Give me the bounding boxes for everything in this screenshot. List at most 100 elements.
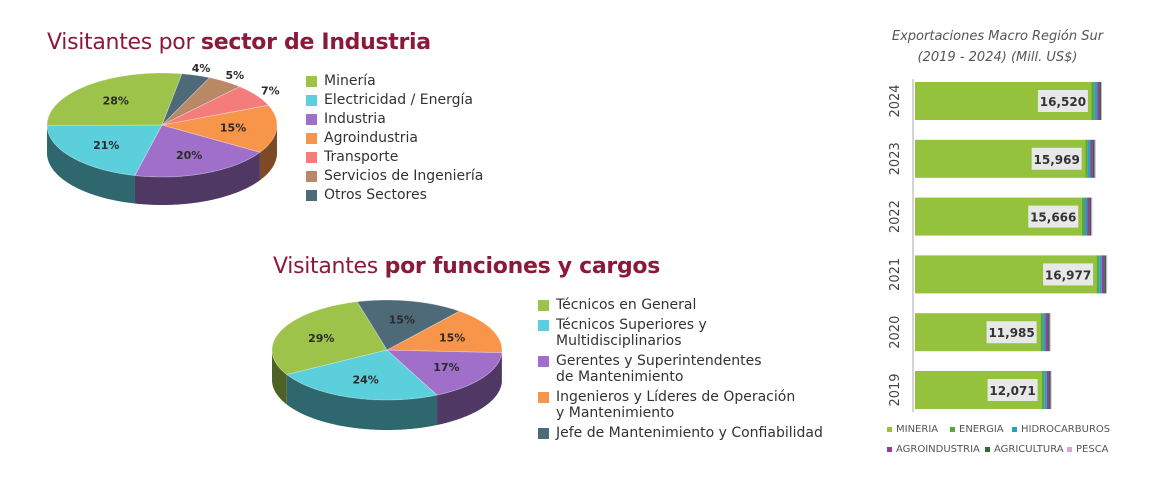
slice-side <box>47 125 135 204</box>
legend-item: Minería <box>306 73 483 89</box>
legend-swatch <box>1067 447 1072 452</box>
bar-segment <box>1099 82 1102 120</box>
bar-segment <box>1043 313 1046 352</box>
title-emphasis: por funciones y cargos <box>384 254 661 279</box>
bar-segment <box>1050 371 1052 409</box>
total-label-bg <box>986 321 1037 344</box>
slice-side <box>259 125 277 181</box>
legend-item: Servicios de Ingeniería <box>306 168 483 184</box>
slice <box>271 301 388 375</box>
legend-swatch <box>538 392 549 403</box>
bar-segment <box>1096 255 1100 294</box>
legend-item: Técnicos Superiores y Multidisciplinario… <box>538 317 823 349</box>
legend-item: Transporte <box>306 149 483 165</box>
slice <box>356 299 461 351</box>
bar-segment <box>1087 197 1090 236</box>
bar-segment <box>1087 139 1091 178</box>
total-label: 16,977 <box>1045 268 1091 282</box>
legend-swatch <box>306 190 317 201</box>
bar-segment <box>1104 255 1107 294</box>
slice <box>161 73 211 126</box>
legend-swatch <box>1012 427 1017 432</box>
title-emphasis: sector de Industria <box>200 30 431 55</box>
legend-label: Ingenieros y Líderes de Operación y Mant… <box>556 389 796 421</box>
slice <box>285 349 438 401</box>
legend-label: Agroindustria <box>324 130 419 146</box>
legend-item: Electricidad / Energía <box>306 92 483 108</box>
legend-label: ENERGIA <box>959 424 1004 435</box>
slice-label: 15% <box>389 314 415 327</box>
slice <box>161 77 241 126</box>
total-label: 12,071 <box>989 384 1035 398</box>
bar-segment <box>1045 313 1049 352</box>
legend-item: Otros Sectores <box>306 187 483 203</box>
legend-label: MINERIA <box>896 424 938 435</box>
legend-label: Jefe de Mantenimiento y Confiabilidad <box>556 425 823 441</box>
legend-item: Técnicos en General <box>538 297 823 313</box>
slice <box>161 86 270 126</box>
total-label-bg <box>1043 263 1094 286</box>
bar-segment <box>1044 371 1047 409</box>
total-label-bg <box>1031 147 1082 170</box>
legend-label: HIDROCARBUROS <box>1021 424 1110 435</box>
legend-label: Técnicos en General <box>556 297 697 313</box>
legend: Técnicos en General Técnicos Superiores y… <box>538 297 823 441</box>
legend-swatch <box>950 427 955 432</box>
bar-segment <box>1094 82 1098 120</box>
y-tick-label: 2021 <box>888 258 903 291</box>
bar-segment <box>1091 197 1093 236</box>
slice <box>134 124 261 178</box>
legend-swatch <box>538 300 549 311</box>
legend-swatch <box>306 95 317 106</box>
bar-segment <box>1091 82 1095 120</box>
legend-swatch <box>538 428 549 439</box>
slice-label: 15% <box>220 122 246 135</box>
bar-segment <box>1085 139 1088 178</box>
slice-side <box>286 374 438 430</box>
y-tick-label: 2024 <box>888 84 903 117</box>
legend-item: Industria <box>306 111 483 127</box>
legend-item: Agroindustria <box>306 130 483 146</box>
chart-title: Visitantes por sector de Industria <box>47 30 431 55</box>
total-label-bg <box>987 379 1038 401</box>
bar-segment <box>1041 371 1045 409</box>
slice-label: 21% <box>93 139 119 152</box>
slice-label: 24% <box>353 374 379 387</box>
legend-swatch <box>306 152 317 163</box>
total-label: 11,985 <box>988 326 1034 340</box>
slice-label: 7% <box>261 85 280 98</box>
legend-label: Minería <box>324 73 376 89</box>
title-text: Visitantes <box>273 254 378 279</box>
bar-segment <box>1101 255 1105 294</box>
bar-segment <box>1090 139 1093 178</box>
legend-swatch <box>985 447 990 452</box>
bar-segment <box>1081 197 1085 236</box>
legend-swatch <box>306 171 317 182</box>
slice-label: 15% <box>439 331 465 344</box>
y-tick-label: 2022 <box>888 200 903 233</box>
legend-label: AGROINDUSTRIA <box>896 444 980 455</box>
bar-segment <box>1049 313 1051 352</box>
y-tick-label: 2020 <box>888 316 903 349</box>
slice-label: 20% <box>176 149 202 162</box>
legend-swatch <box>887 447 892 452</box>
legend-swatch <box>306 114 317 125</box>
legend-swatch <box>306 76 317 87</box>
bar-segment <box>1106 255 1108 294</box>
slice-label: 17% <box>433 361 459 374</box>
slice-label: 28% <box>103 94 129 107</box>
total-label: 16,520 <box>1040 95 1086 109</box>
legend-swatch <box>538 320 549 331</box>
legend: Minería Electricidad / Energía Industria Ag… <box>306 73 483 203</box>
bar-segment <box>1092 139 1095 178</box>
title-text: Visitantes por <box>47 30 195 55</box>
legend-label: AGRICULTURA <box>994 444 1064 455</box>
slice-label: 5% <box>225 69 244 82</box>
legend-item: Jefe de Mantenimiento y Confiabilidad <box>538 425 823 441</box>
bar-segment <box>1046 371 1049 409</box>
legend-label: Servicios de Ingeniería <box>324 168 484 184</box>
legend-label: PESCA <box>1076 444 1109 455</box>
legend-swatch <box>887 427 892 432</box>
